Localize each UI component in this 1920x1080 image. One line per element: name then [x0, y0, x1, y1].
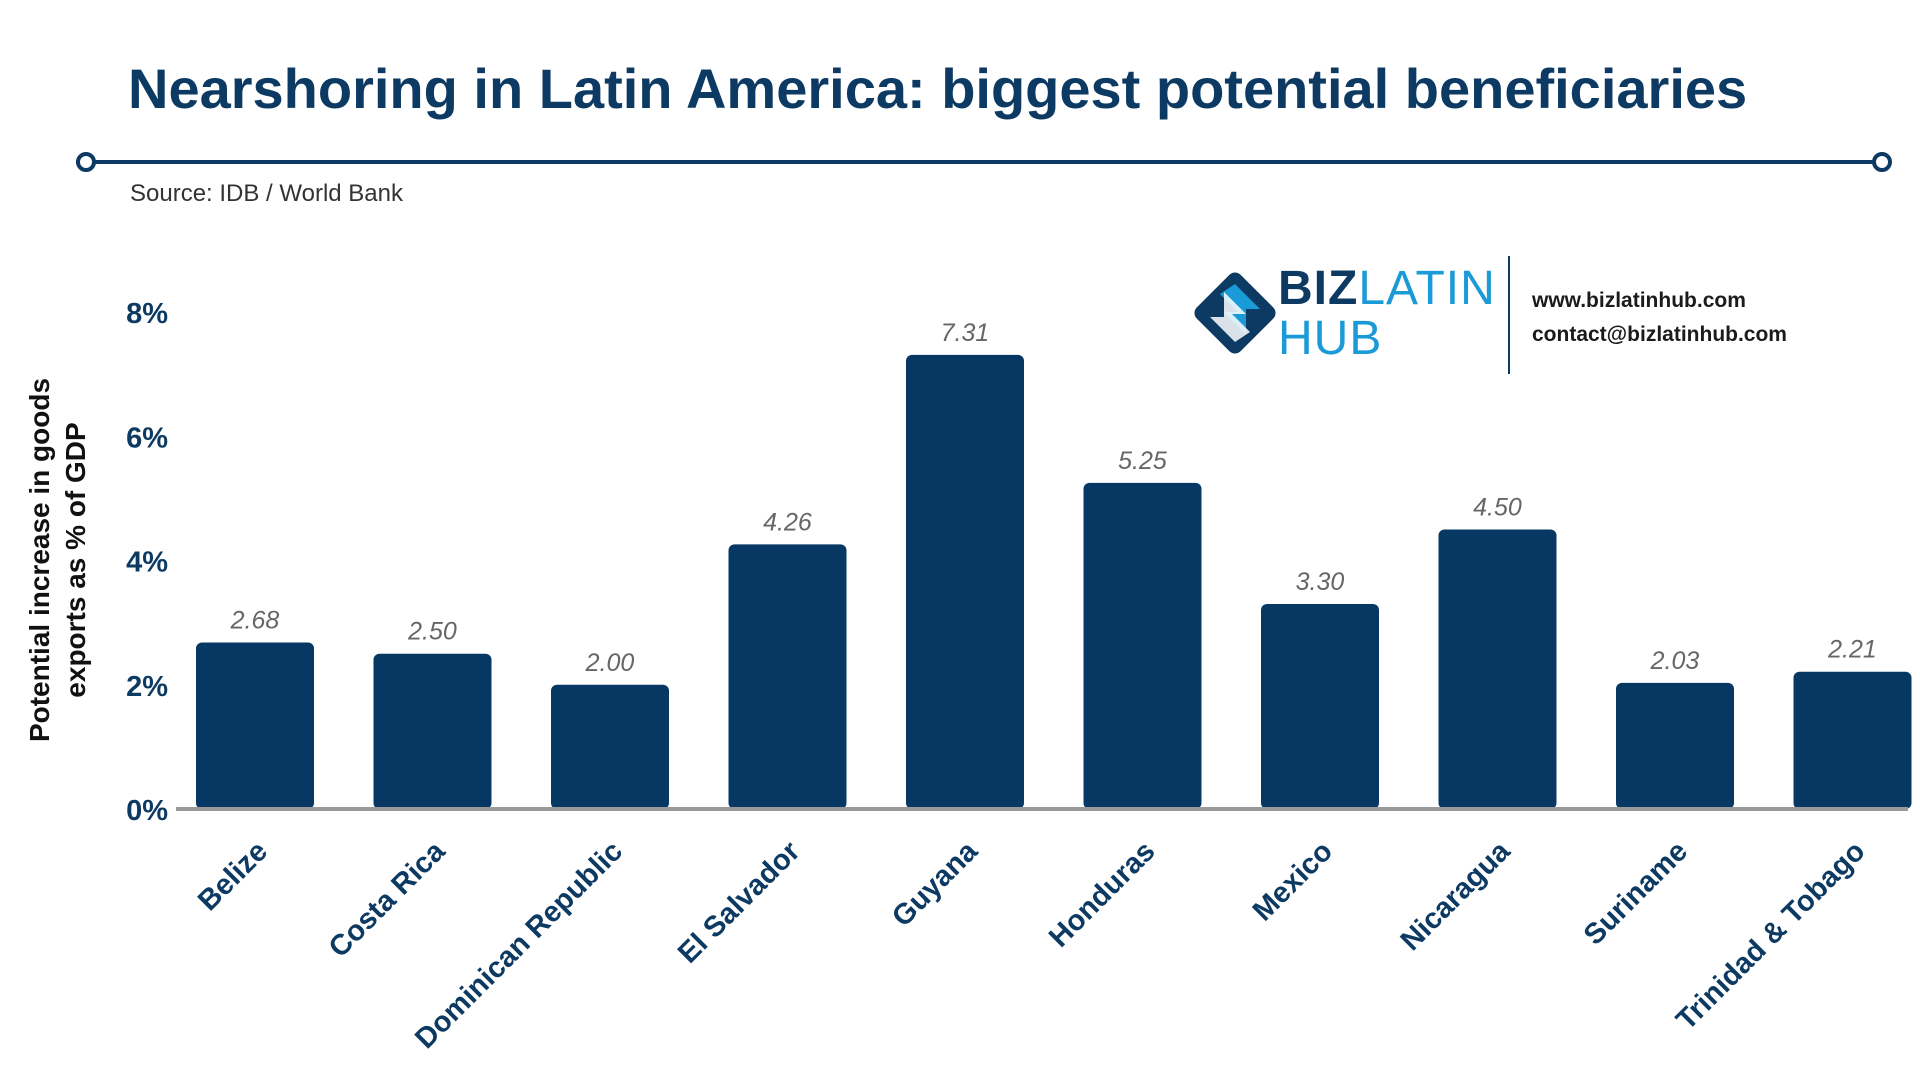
data-label: 4.26: [763, 508, 812, 536]
email-link[interactable]: contact@bizlatinhub.com: [1532, 323, 1787, 346]
data-label: 5.25: [1118, 447, 1167, 475]
x-tick-label: Honduras: [1043, 835, 1161, 953]
title-divider: [76, 160, 1884, 164]
bar: [551, 684, 669, 809]
bar: [1616, 682, 1734, 809]
y-tick-label: 0%: [126, 795, 168, 827]
y-tick-label: 6%: [126, 422, 168, 454]
bar: [373, 653, 492, 809]
divider-right-dot: [1872, 152, 1892, 172]
data-label: 3.30: [1296, 568, 1345, 596]
brand-hub: HUB: [1278, 312, 1383, 365]
data-label: 2.03: [1650, 647, 1700, 675]
chart-title: Nearshoring in Latin America: biggest po…: [128, 57, 1748, 120]
data-label: 4.50: [1473, 493, 1522, 521]
data-label: 2.21: [1827, 636, 1877, 664]
y-tick-label: 8%: [126, 298, 168, 330]
brand-biz: BIZ: [1278, 262, 1359, 315]
brand-latin: LATIN: [1358, 262, 1496, 315]
bar: [1083, 482, 1202, 809]
x-tick-label: Trinidad & Tobago: [1670, 835, 1871, 1036]
data-label: 2.00: [585, 649, 635, 677]
source-note: Source: IDB / World Bank: [130, 180, 403, 207]
contact-block: www.bizlatinhub.com contact@bizlatinhub.…: [1532, 284, 1787, 352]
brand-divider: [1508, 256, 1510, 374]
x-tick-label: Guyana: [886, 835, 984, 933]
data-label: 7.31: [941, 319, 990, 347]
website-link[interactable]: www.bizlatinhub.com: [1532, 289, 1746, 312]
x-tick-label: Belize: [192, 835, 274, 917]
x-tick-label: Dominican Republic: [409, 835, 629, 1055]
y-tick-label: 2%: [126, 671, 168, 703]
data-label: 2.68: [230, 607, 280, 635]
x-tick-label: Mexico: [1247, 835, 1339, 927]
y-tick-label: 4%: [126, 547, 168, 579]
x-tick-label: Costa Rica: [323, 835, 452, 964]
x-tick-label: Nicaragua: [1395, 835, 1517, 957]
bar: [196, 642, 314, 809]
divider-left-dot: [76, 152, 96, 172]
bar: [1793, 671, 1912, 809]
bar: [1261, 603, 1379, 809]
x-tick-label: El Salvador: [672, 835, 806, 969]
bizlatinhub-logo-icon: [1194, 272, 1276, 354]
brand-wordmark: BIZLATIN HUB: [1278, 264, 1496, 364]
bar: [906, 354, 1024, 809]
data-label: 2.50: [407, 618, 457, 646]
bar: [728, 544, 847, 809]
x-tick-label: Suriname: [1578, 835, 1694, 951]
bar: [1438, 529, 1557, 809]
